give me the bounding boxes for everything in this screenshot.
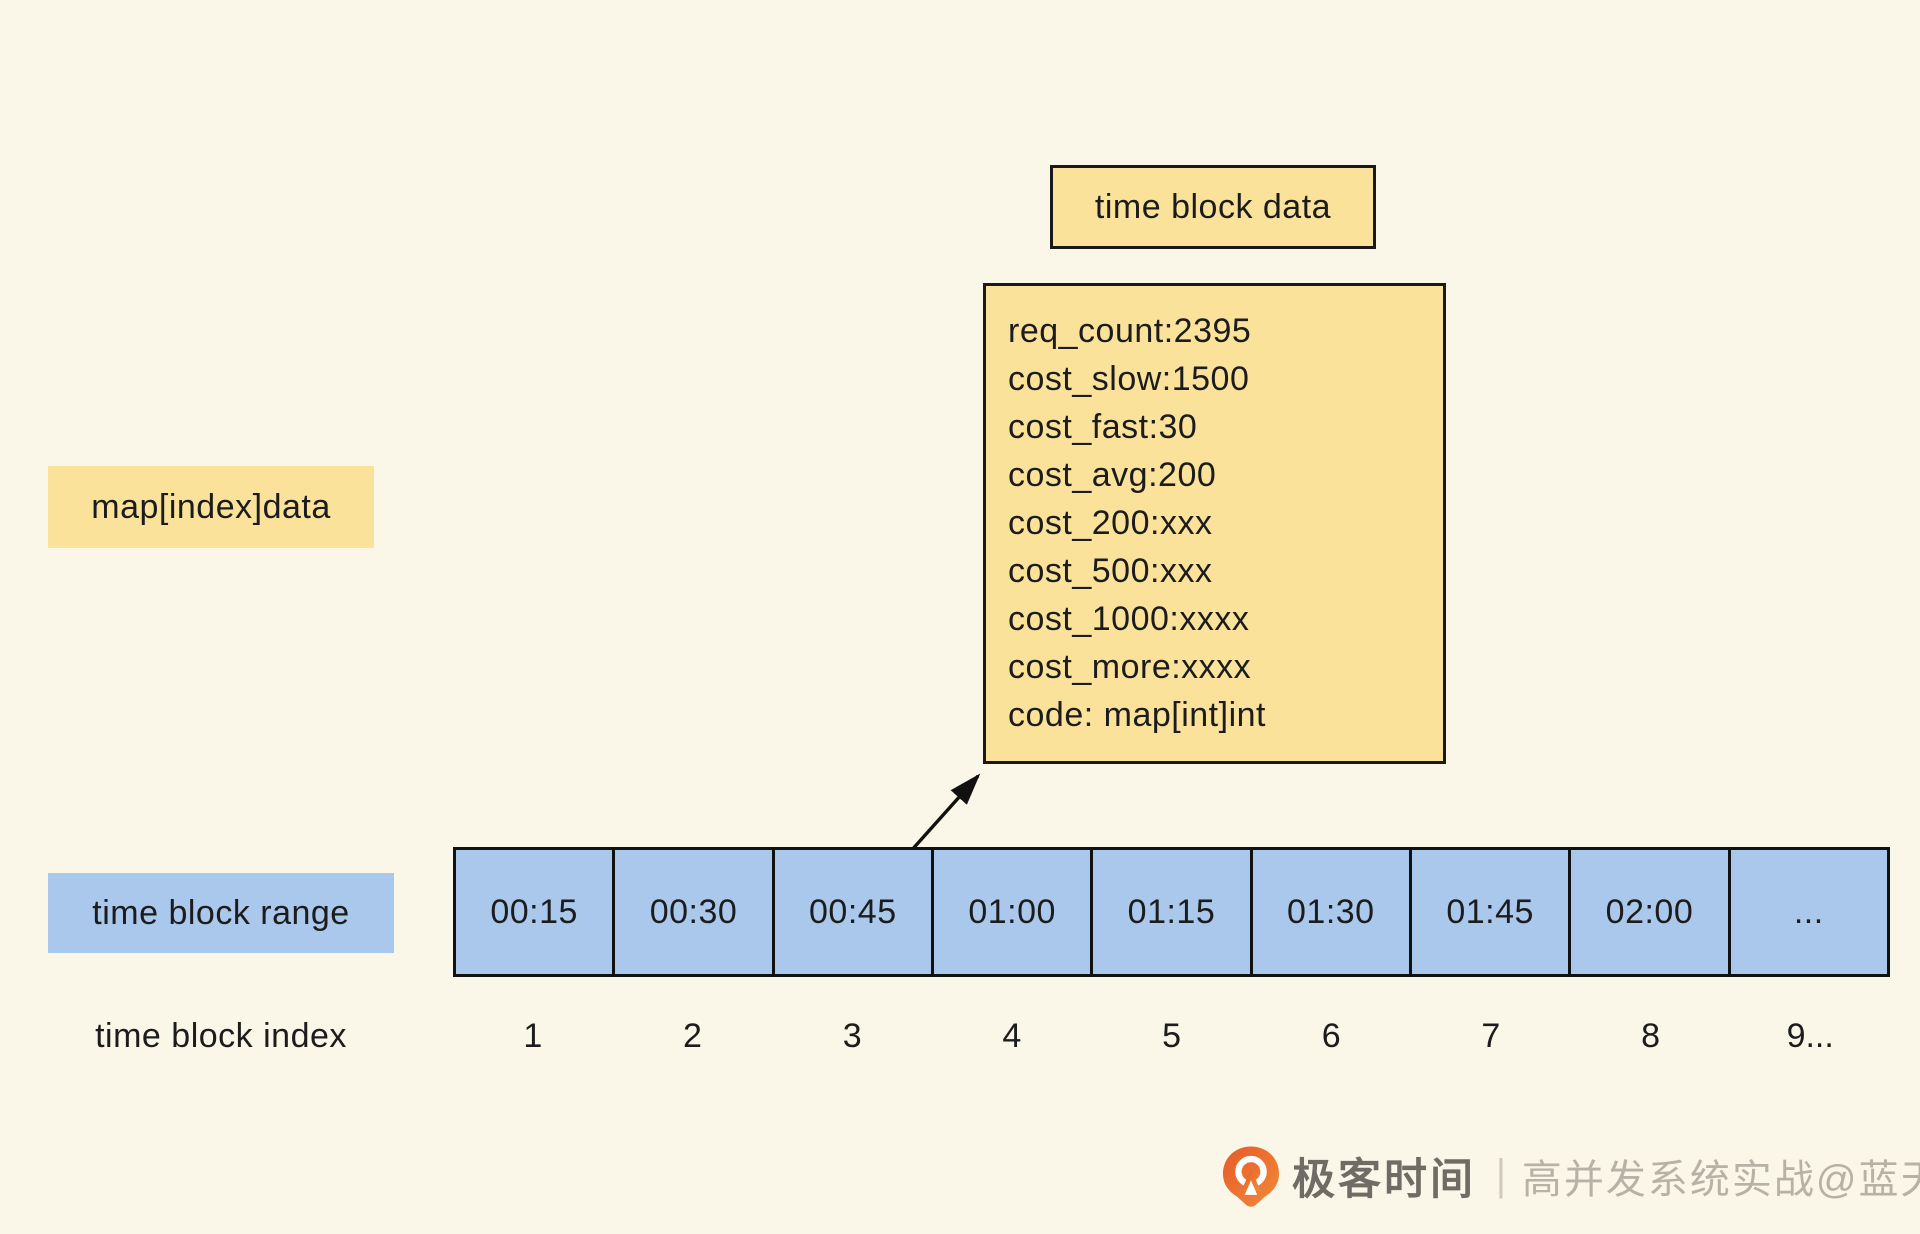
time-block-cell: 01:30 [1249, 847, 1412, 977]
time-block-data-box: req_count:2395 cost_slow:1500 cost_fast:… [983, 283, 1446, 764]
geektime-brand-text: 极客时间 [1292, 1156, 1476, 1204]
time-block-index-value: 4 [1002, 1016, 1022, 1055]
watermark-divider: | [1496, 1151, 1506, 1200]
watermark-credit-text: 高并发系统实战@蓝天 [1521, 1158, 1920, 1202]
data-field-cost-avg: cost_avg:200 [1008, 456, 1217, 494]
time-block-index-label-text: time block index [95, 1016, 347, 1055]
data-field-cost-slow: cost_slow:1500 [1008, 360, 1250, 398]
time-block-cell: 02:00 [1568, 847, 1731, 977]
time-block-index-value: 2 [683, 1016, 702, 1055]
time-block-cell: 00:45 [771, 847, 934, 977]
time-block-row: 00:15 00:30 00:45 01:00 01:15 01:30 01:4… [453, 847, 1890, 977]
time-block-cell: 01:15 [1090, 847, 1253, 977]
data-field-req-count: req_count:2395 [1008, 312, 1252, 350]
time-block-index-value: 6 [1321, 1016, 1341, 1055]
time-block-index-value: 7 [1481, 1016, 1501, 1055]
time-block-cell: 01:00 [930, 847, 1094, 977]
time-block-index-value: 5 [1162, 1016, 1181, 1055]
data-field-cost-more: cost_more:xxxx [1008, 648, 1252, 686]
time-block-cell: 00:15 [453, 847, 616, 977]
watermark: 极客时间 | 高并发系统实战@蓝天 [1222, 1143, 1920, 1209]
time-block-index-label: time block index [48, 1010, 394, 1062]
map-index-data-label-text: map[index]data [91, 487, 331, 526]
data-field-cost-1000: cost_1000:xxxx [1008, 600, 1250, 638]
pointer-arrow [908, 773, 981, 854]
time-block-index-value: 9... [1786, 1016, 1834, 1055]
map-index-data-label: map[index]data [48, 466, 374, 548]
data-field-cost-500: cost_500:xxx [1008, 552, 1213, 590]
time-block-index-value: 3 [842, 1016, 862, 1055]
time-block-index-row: 1 2 3 4 5 6 7 8 9... [453, 1010, 1890, 1062]
data-field-code-map: code: map[int]int [1008, 696, 1266, 734]
time-block-index-value: 1 [523, 1016, 543, 1055]
time-block-range-label-text: time block range [92, 893, 350, 932]
time-block-data-title-box: time block data [1050, 165, 1376, 249]
time-block-cell: 01:45 [1408, 847, 1572, 977]
time-block-cell: 00:30 [612, 847, 775, 977]
geektime-logo-icon [1222, 1146, 1280, 1207]
time-block-index-value: 8 [1641, 1016, 1660, 1055]
time-block-data-title: time block data [1094, 187, 1332, 226]
data-field-cost-fast: cost_fast:30 [1008, 408, 1198, 446]
time-block-range-label: time block range [48, 873, 394, 953]
data-field-cost-200: cost_200:xxx [1008, 504, 1213, 542]
time-block-cell: ... [1727, 847, 1890, 977]
